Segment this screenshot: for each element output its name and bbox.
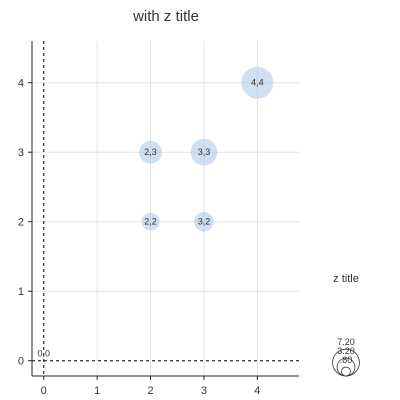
y-tick-label: 1 bbox=[18, 286, 24, 298]
legend-value-label: 7.20 bbox=[337, 337, 355, 347]
y-tick-label: 2 bbox=[18, 217, 24, 229]
x-tick-label: 2 bbox=[147, 385, 153, 397]
bubble-label: 3,3 bbox=[198, 147, 211, 157]
chart-title: with z title bbox=[132, 8, 199, 25]
axes: 0 1 2 3 4 0 1 2 3 4 bbox=[18, 41, 299, 397]
y-tick-label: 4 bbox=[18, 78, 24, 90]
x-tick-label: 3 bbox=[201, 385, 207, 397]
x-tick-label: 4 bbox=[254, 385, 260, 397]
legend-value-label: .80 bbox=[340, 355, 353, 365]
bubble-label: 3,2 bbox=[198, 217, 211, 227]
bubble bbox=[241, 66, 274, 99]
size-legend: z title 7.203.20.80 bbox=[332, 273, 360, 377]
legend-value-label: 3.20 bbox=[337, 346, 355, 356]
bubble bbox=[141, 212, 160, 231]
bubble-label: 2,2 bbox=[144, 217, 157, 227]
bubble bbox=[194, 211, 214, 232]
y-tick-label: 0 bbox=[18, 356, 24, 368]
bubble-label: 0,0 bbox=[37, 349, 50, 359]
x-tick-label: 0 bbox=[41, 385, 47, 397]
bubble bbox=[139, 140, 162, 164]
bubble bbox=[190, 138, 218, 166]
bubble-label: 4,4 bbox=[251, 78, 264, 88]
bubbles: 0,0 2,2 3,2 2,3 3,3 4,4 bbox=[37, 66, 274, 359]
legend-title: z title bbox=[333, 273, 359, 285]
legend-circle bbox=[341, 366, 351, 377]
x-tick-label: 1 bbox=[94, 385, 100, 397]
bubble-label: 2,3 bbox=[144, 147, 157, 157]
y-tick-label: 3 bbox=[18, 147, 24, 159]
